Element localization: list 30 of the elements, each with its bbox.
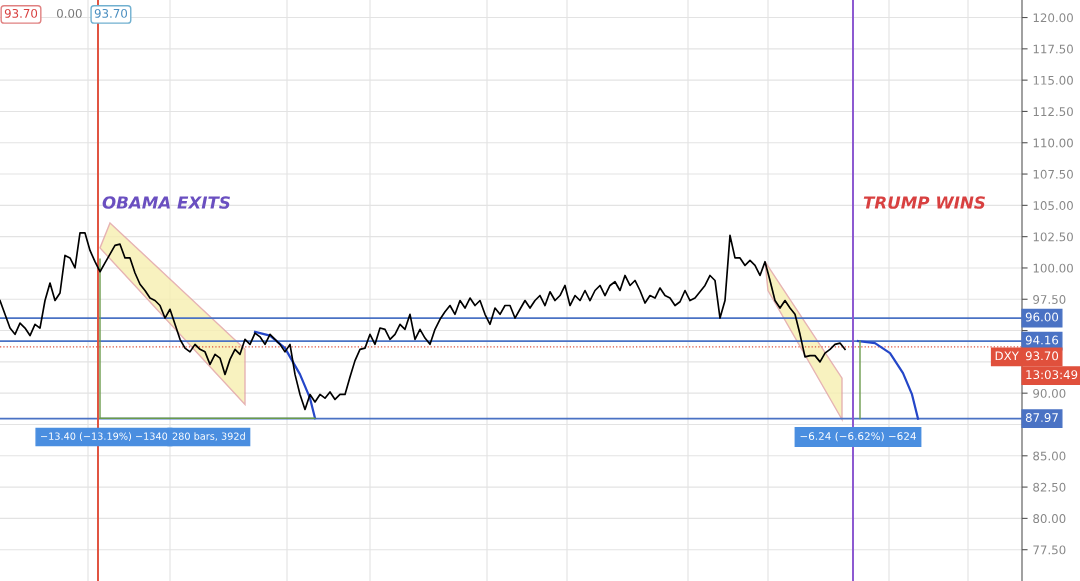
ref-line-label: 96.00: [1025, 312, 1059, 322]
annotation: 93.70: [94, 8, 128, 18]
y-tick-label: 105.00: [1033, 201, 1073, 211]
annotation: OBAMA EXITS: [102, 196, 230, 209]
annotation: 93.70: [4, 8, 38, 18]
y-tick-label: 77.50: [1033, 545, 1066, 555]
y-tick-label: 110.00: [1033, 138, 1073, 148]
annotation: 280 bars, 392d: [172, 432, 245, 441]
y-tick-label: 80.00: [1033, 514, 1066, 524]
y-tick-label: 85.00: [1033, 451, 1066, 461]
ref-line-label: 93.70: [1025, 351, 1059, 361]
annotation: TRUMP WINS: [863, 196, 985, 209]
annotation: −6.24 (−6.62%) −624: [800, 431, 916, 442]
ref-line-label: 87.97: [1025, 413, 1058, 423]
y-tick-label: 82.50: [1033, 482, 1066, 492]
y-tick-label: 100.00: [1033, 263, 1073, 273]
y-tick-label: 117.50: [1033, 44, 1073, 54]
y-tick-label: 112.50: [1033, 107, 1073, 117]
text: 13:03:49: [1026, 370, 1078, 380]
ref-line-label: 94.16: [1025, 335, 1059, 345]
y-tick-label: 90.00: [1033, 388, 1066, 398]
annotation: DXY: [995, 351, 1019, 361]
annotation: 0.00: [56, 8, 82, 18]
annotation: −13.40 (−13.19%) −1340: [41, 432, 168, 441]
y-tick-label: 120.00: [1033, 13, 1073, 23]
y-tick-label: 115.00: [1033, 75, 1073, 85]
y-tick-label: 102.50: [1033, 232, 1073, 242]
line-series: [0, 232, 846, 411]
y-tick-label: 97.50: [1033, 294, 1066, 304]
y-tick-label: 107.50: [1033, 169, 1073, 179]
